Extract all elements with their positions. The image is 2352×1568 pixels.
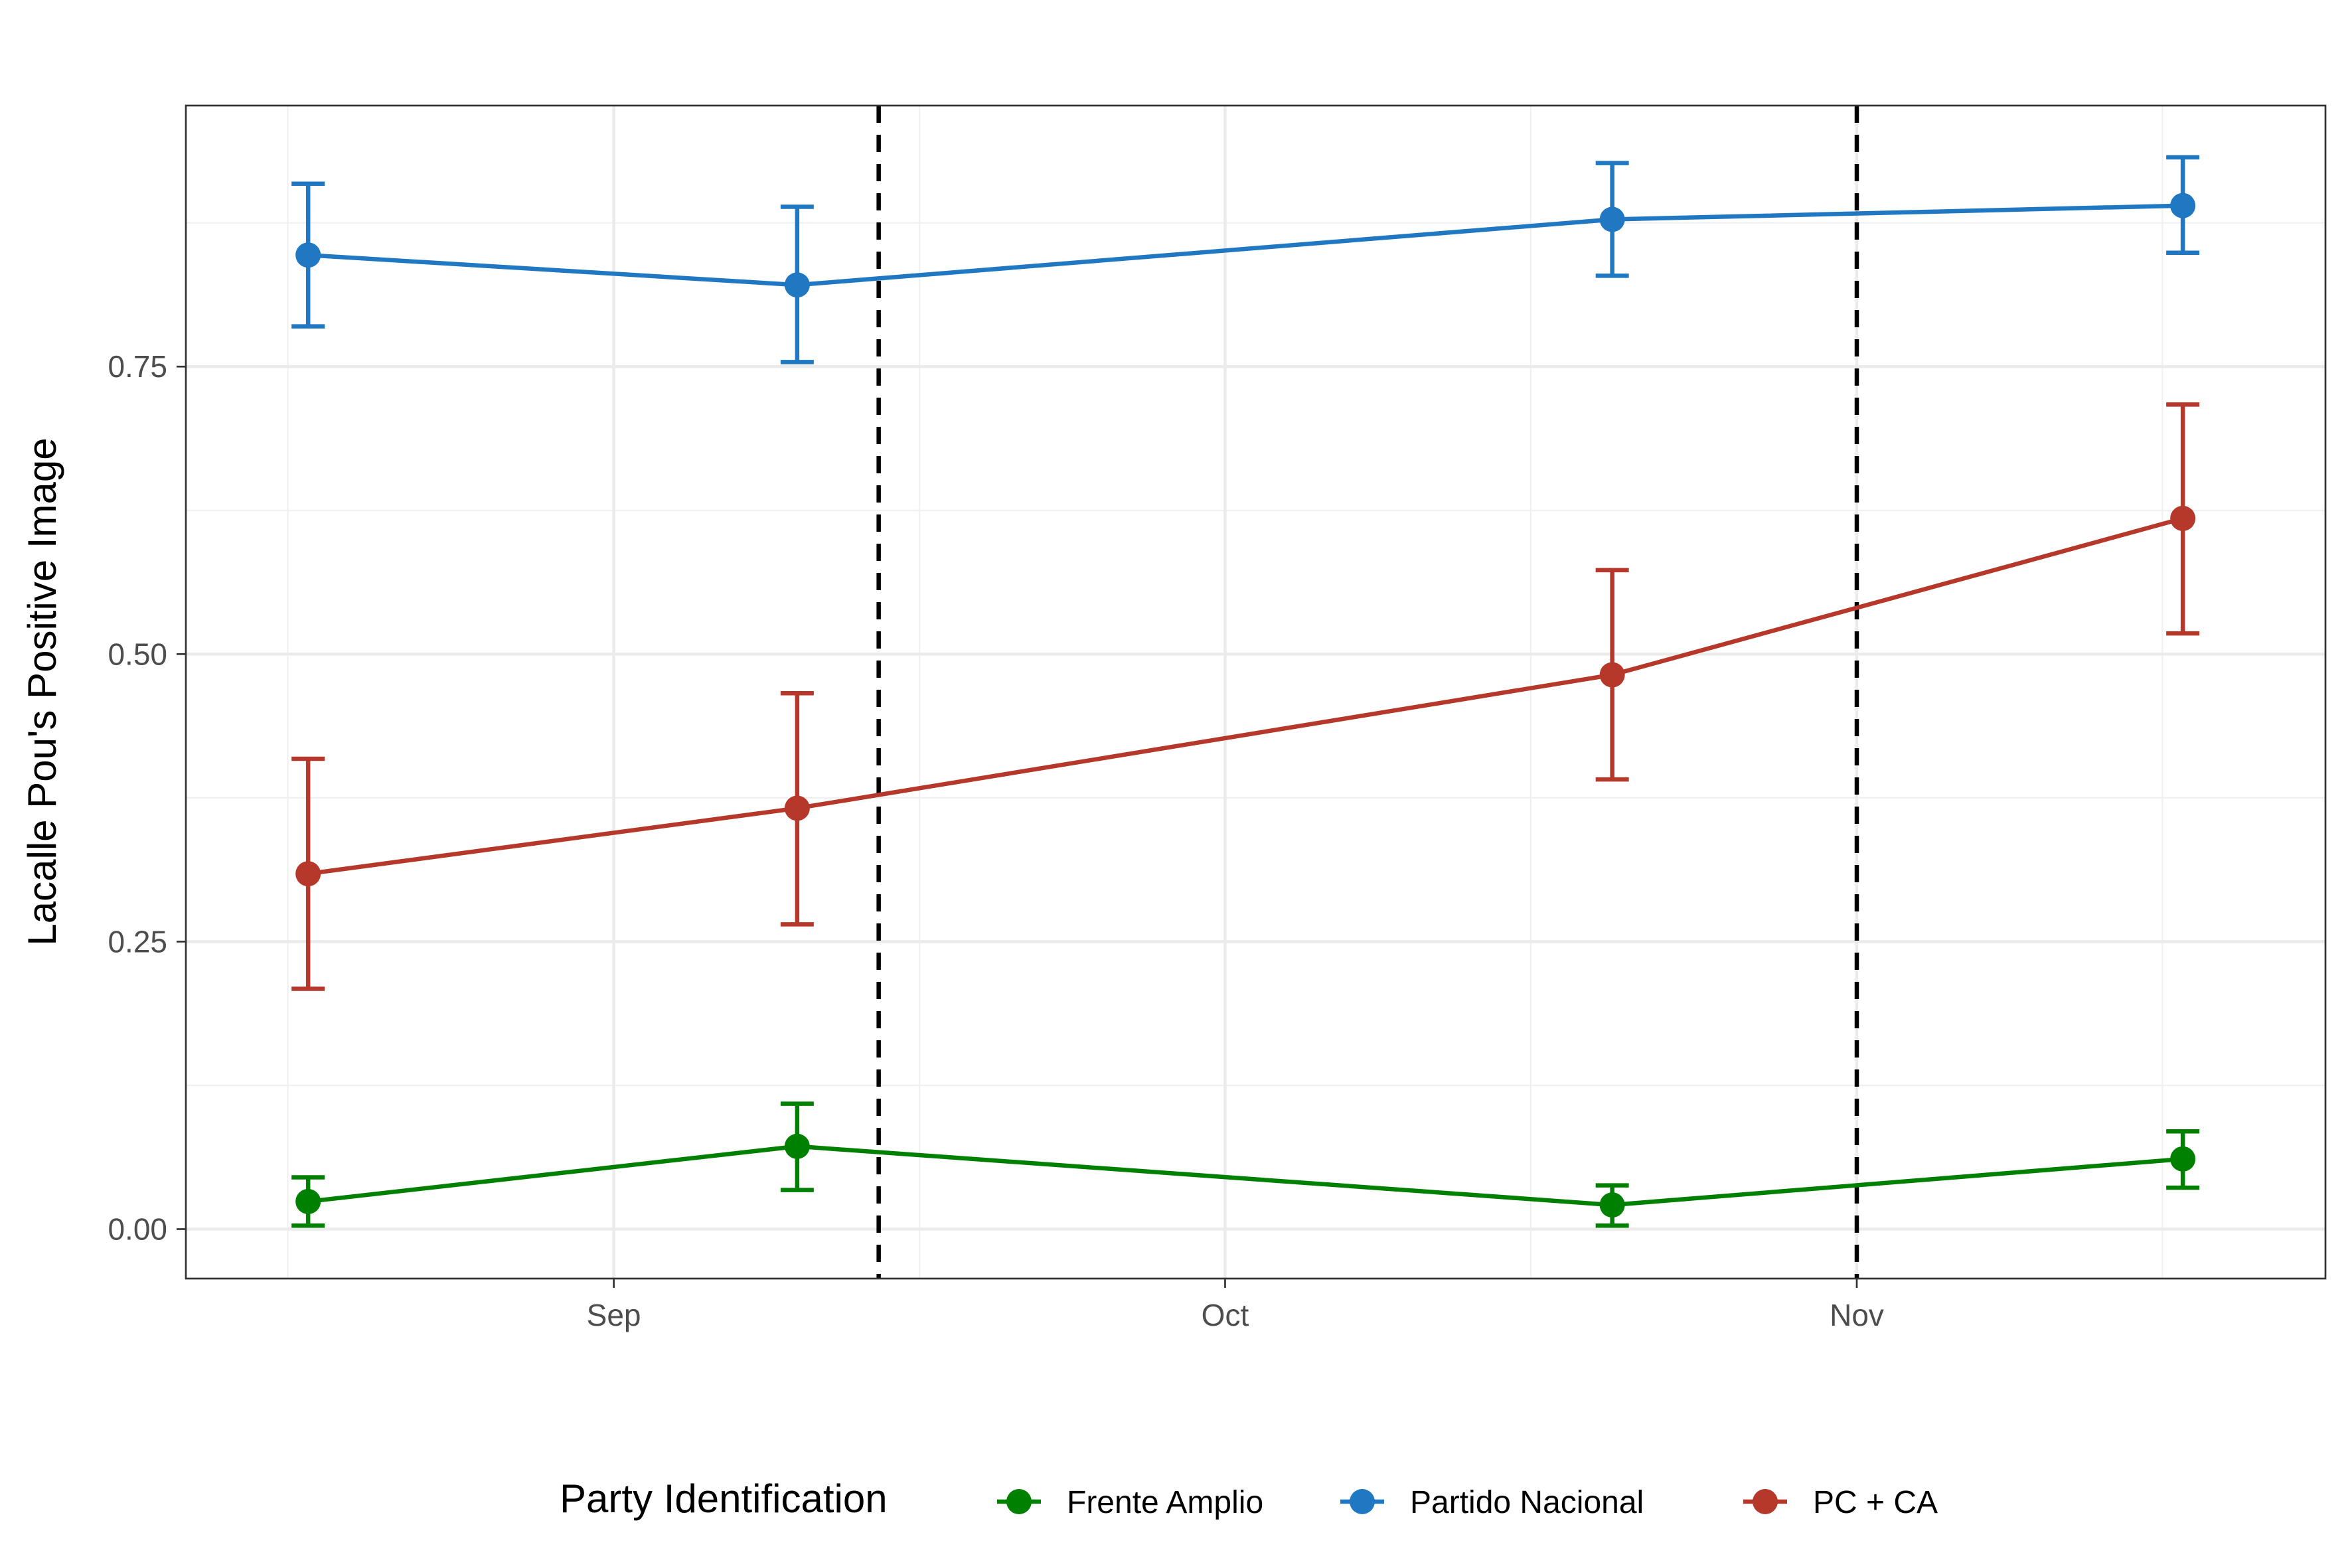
y-axis-title: Lacalle Pou's Positive Image <box>20 437 64 945</box>
series-partido-nacional <box>291 155 2200 364</box>
y-tick-label: 0.50 <box>108 637 167 671</box>
x-tick-label: Oct <box>1202 1298 1249 1332</box>
data-point <box>784 272 810 298</box>
legend-title: Party Identification <box>560 1476 888 1521</box>
series-line <box>307 516 2183 876</box>
y-tick-label: 0.00 <box>108 1212 167 1247</box>
data-point <box>295 1188 321 1214</box>
x-axis: Sep Oct Nov <box>587 1279 1884 1332</box>
legend-key-point <box>1006 1489 1032 1514</box>
data-point <box>295 242 321 268</box>
data-point <box>2170 193 2196 218</box>
x-tick-label: Sep <box>587 1298 641 1332</box>
y-tick-label: 0.25 <box>108 924 167 959</box>
series-frente-amplio <box>291 1101 2200 1228</box>
grid-major <box>186 106 2325 1279</box>
series-line <box>307 1144 2183 1208</box>
legend-key-point <box>1350 1489 1375 1514</box>
data-point <box>2170 505 2196 531</box>
data-point <box>1599 662 1625 688</box>
series-line <box>307 203 2183 287</box>
plot-panel-border <box>185 104 2327 1280</box>
legend-items: Frente Amplio Partido Nacional PC + CA <box>997 1485 1938 1520</box>
series-layer <box>291 155 2200 1228</box>
series-pc-ca <box>291 402 2200 991</box>
data-point <box>1599 1192 1625 1218</box>
y-axis: 0.00 0.25 0.50 0.75 <box>108 349 186 1247</box>
y-tick-label: 0.75 <box>108 349 167 384</box>
legend-item: PC + CA <box>1743 1485 1938 1520</box>
legend-label: Partido Nacional <box>1410 1485 1644 1520</box>
legend-label: Frente Amplio <box>1067 1485 1263 1520</box>
grid-minor <box>186 106 2325 1279</box>
data-point <box>784 795 810 821</box>
legend-key-point <box>1753 1489 1778 1514</box>
legend: Party Identification Frente Amplio Partid… <box>560 1476 1938 1521</box>
reference-lines <box>876 106 1859 1279</box>
data-point <box>2170 1146 2196 1172</box>
data-point <box>1599 206 1625 232</box>
legend-item: Partido Nacional <box>1340 1485 1644 1520</box>
x-tick-label: Nov <box>1830 1298 1884 1332</box>
data-point <box>784 1133 810 1159</box>
data-point <box>295 861 321 887</box>
legend-label: PC + CA <box>1813 1485 1938 1520</box>
legend-item: Frente Amplio <box>997 1485 1263 1520</box>
